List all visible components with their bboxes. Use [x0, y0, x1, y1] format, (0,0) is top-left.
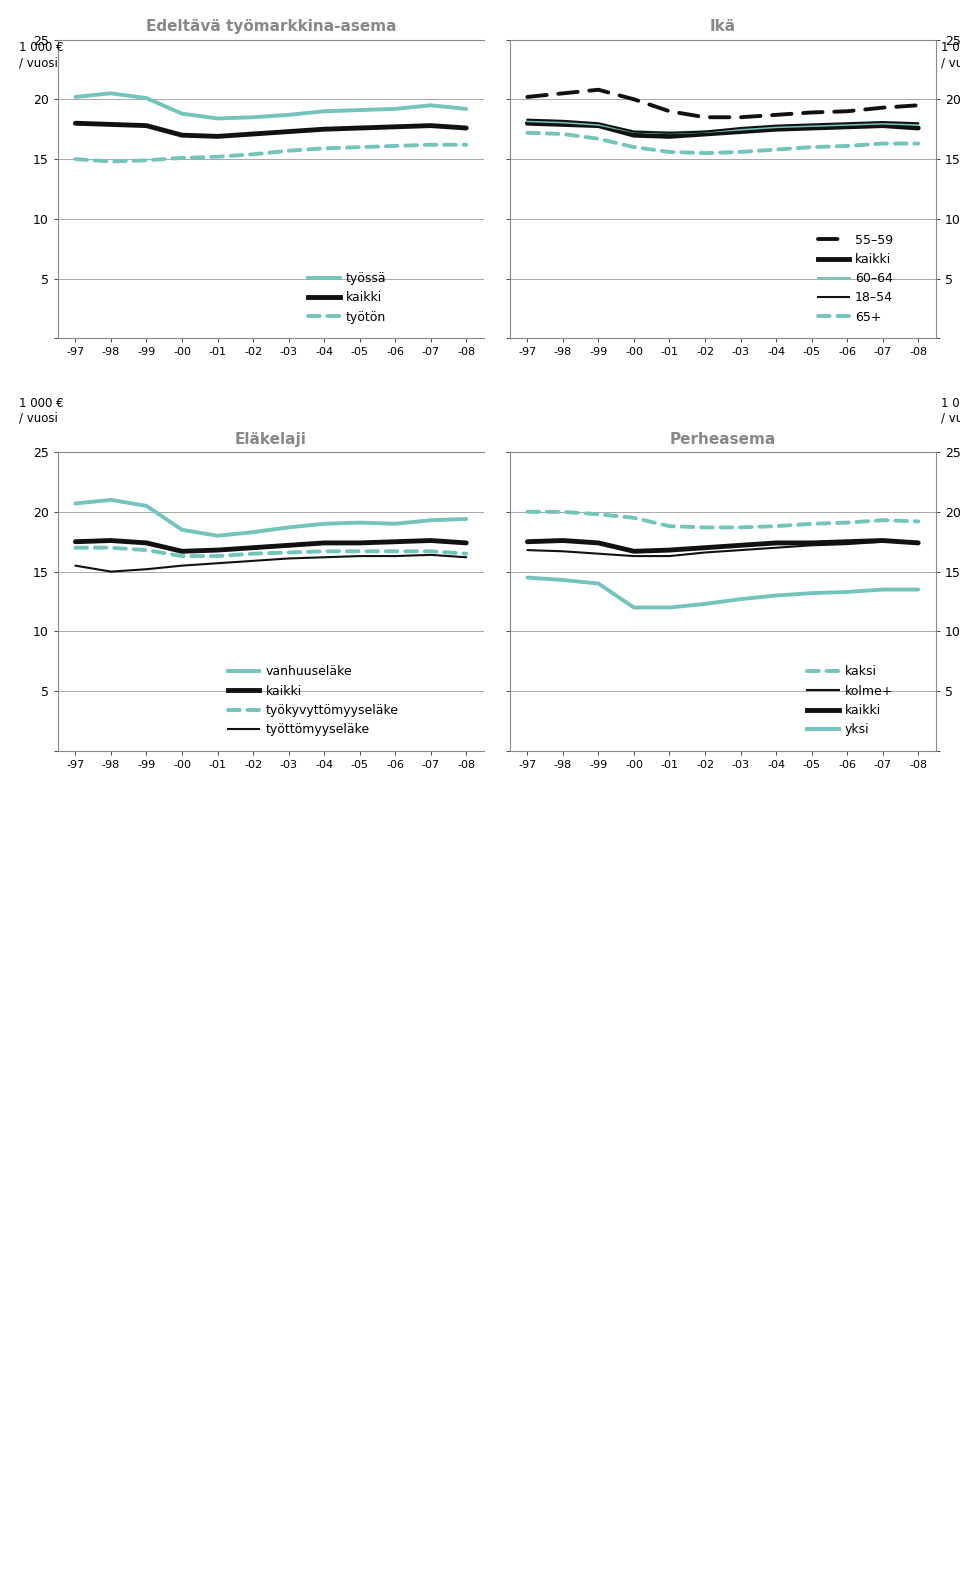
- Legend: työssä, kaikki, työtön: työssä, kaikki, työtön: [306, 270, 389, 326]
- Legend: kaksi, kolme+, kaikki, yksi: kaksi, kolme+, kaikki, yksi: [804, 662, 896, 738]
- Title: Perheasema: Perheasema: [670, 432, 776, 447]
- Title: Eläkelaji: Eläkelaji: [235, 432, 307, 447]
- Text: 1 000 €
/ vuosi: 1 000 € / vuosi: [19, 397, 63, 425]
- Legend: 55–59, kaikki, 60–64, 18–54, 65+: 55–59, kaikki, 60–64, 18–54, 65+: [815, 231, 896, 326]
- Legend: vanhuuseläke, kaikki, työkyvyttömyyseläke, työttömyyseläke: vanhuuseläke, kaikki, työkyvyttömyyseläk…: [226, 662, 401, 738]
- Text: 1 000 €
/ vuosi: 1 000 € / vuosi: [941, 397, 960, 425]
- Title: Edeltävä työmarkkina-asema: Edeltävä työmarkkina-asema: [146, 19, 396, 35]
- Text: 1 000 €
/ vuosi: 1 000 € / vuosi: [941, 41, 960, 70]
- Text: 1 000 €
/ vuosi: 1 000 € / vuosi: [19, 41, 63, 70]
- Title: Ikä: Ikä: [709, 19, 736, 35]
